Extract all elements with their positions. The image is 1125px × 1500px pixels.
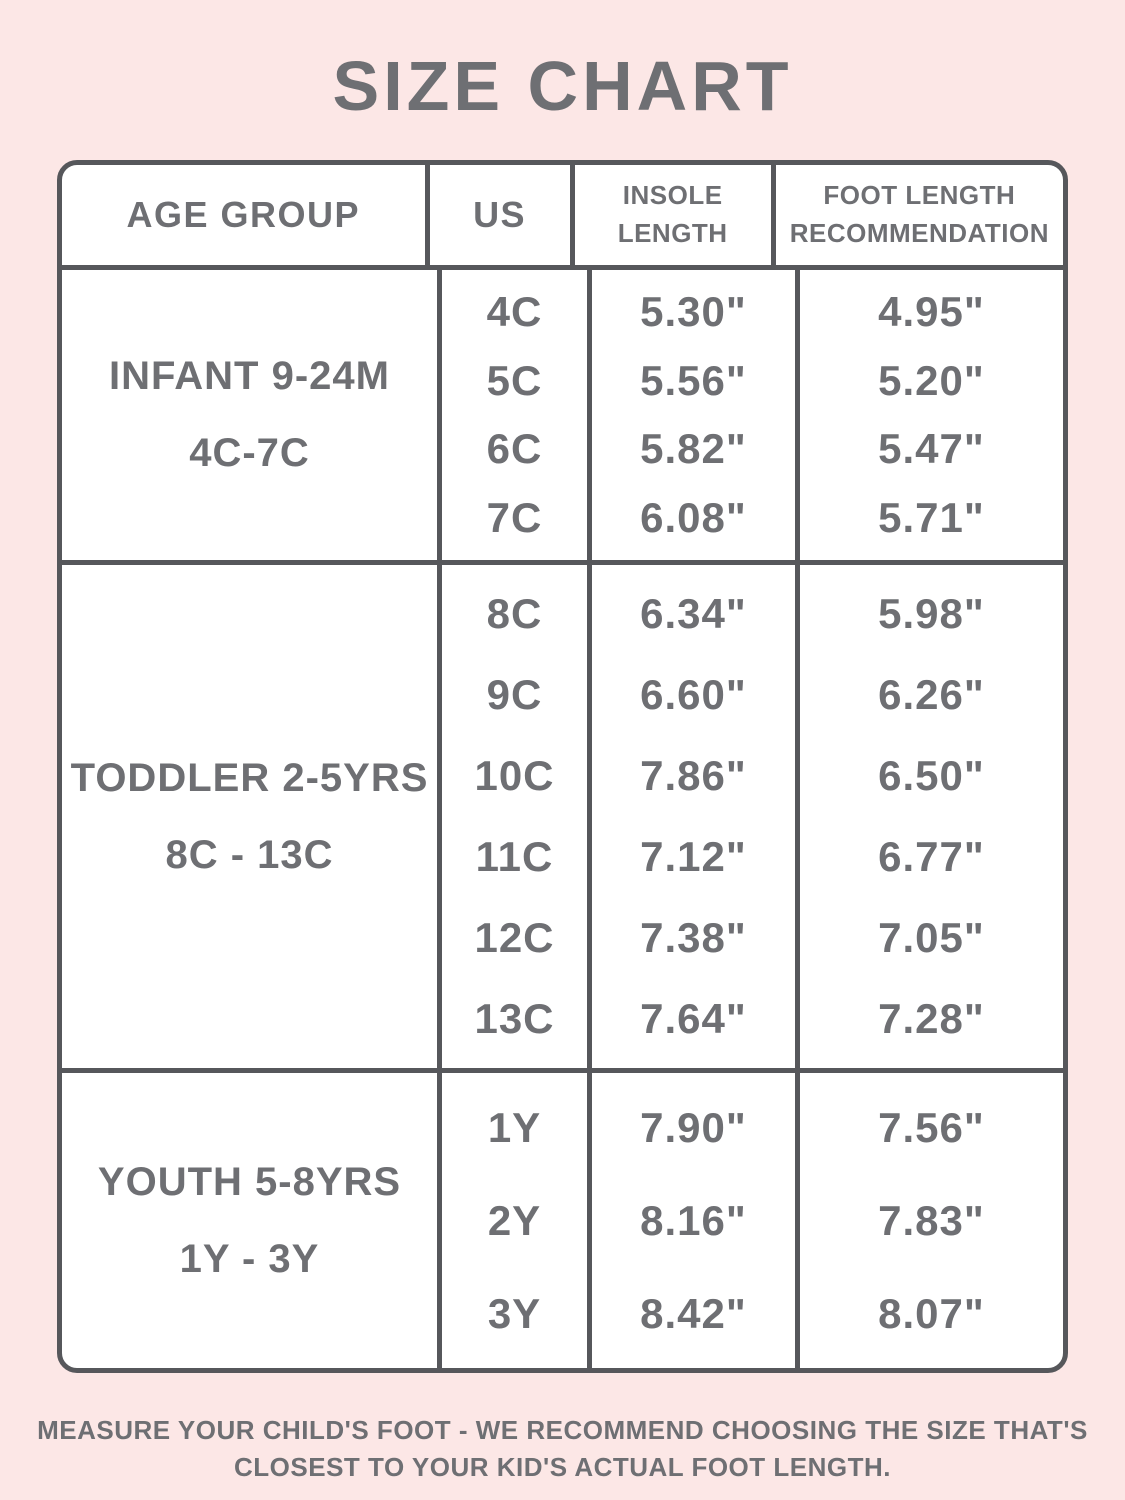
us-size-column: 8C 9C 10C 11C 12C 13C xyxy=(437,565,587,1068)
foot-length-value: 6.77" xyxy=(878,833,985,881)
age-group-cell-infant: INFANT 9-24M 4C-7C xyxy=(62,270,437,560)
us-size-value: 2Y xyxy=(487,1196,542,1244)
table-header-row: AGE GROUP US INSOLE LENGTH FOOT LENGTH R… xyxy=(62,165,1063,265)
us-size-value: 6C xyxy=(486,425,543,473)
age-group-label: YOUTH 5-8YRS xyxy=(97,1159,402,1204)
us-size-value: 10C xyxy=(474,751,555,799)
insole-length-column: 7.90" 8.16" 8.42" xyxy=(587,1073,795,1368)
foot-length-value: 8.07" xyxy=(878,1289,985,1337)
foot-length-value: 7.05" xyxy=(878,914,985,962)
us-size-value: 5C xyxy=(486,356,543,404)
age-group-label: TODDLER 2-5YRS xyxy=(70,755,429,800)
age-group-size-range: 1Y - 3Y xyxy=(179,1236,320,1281)
foot-length-value: 7.28" xyxy=(878,995,985,1043)
insole-length-value: 7.64" xyxy=(640,995,747,1043)
us-size-value: 11C xyxy=(475,833,554,881)
insole-length-value: 6.60" xyxy=(640,670,747,718)
insole-length-value: 7.12" xyxy=(640,833,747,881)
us-size-value: 4C xyxy=(486,288,543,336)
header-cell-foot-length-recommendation: FOOT LENGTH RECOMMENDATION xyxy=(770,165,1063,265)
page-title: SIZE CHART xyxy=(332,47,793,125)
header-cell-us: US xyxy=(424,165,570,265)
foot-length-value: 5.47" xyxy=(878,425,985,473)
us-size-value: 1Y xyxy=(487,1103,542,1151)
measurement-note-line1: MEASURE YOUR CHILD'S FOOT - WE RECOMMEND… xyxy=(37,1415,1088,1445)
us-size-column: 1Y 2Y 3Y xyxy=(437,1073,587,1368)
us-size-value: 12C xyxy=(474,914,555,962)
insole-length-column: 5.30" 5.56" 5.82" 6.08" xyxy=(587,270,795,560)
insole-length-value: 6.08" xyxy=(640,493,747,541)
size-chart-table: AGE GROUP US INSOLE LENGTH FOOT LENGTH R… xyxy=(57,160,1068,1373)
insole-length-value: 8.42" xyxy=(640,1289,747,1337)
measurement-note-line2: CLOSEST TO YOUR KID'S ACTUAL FOOT LENGTH… xyxy=(234,1452,891,1482)
foot-length-value: 5.98" xyxy=(878,589,985,637)
insole-length-value: 8.16" xyxy=(640,1196,747,1244)
header-cell-age-group: AGE GROUP xyxy=(126,194,361,235)
foot-length-value: 7.83" xyxy=(878,1196,985,1244)
age-group-size-range: 8C - 13C xyxy=(165,832,334,877)
insole-length-value: 7.38" xyxy=(640,914,747,962)
insole-length-value: 5.30" xyxy=(640,288,747,336)
table-section-toddler: TODDLER 2-5YRS 8C - 13C 8C 9C 10C 11C 12… xyxy=(62,560,1063,1068)
measurement-note: MEASURE YOUR CHILD'S FOOT - WE RECOMMEND… xyxy=(0,1412,1125,1486)
foot-length-value: 4.95" xyxy=(878,288,985,336)
foot-length-column: 7.56" 7.83" 8.07" xyxy=(795,1073,1063,1368)
insole-length-value: 5.82" xyxy=(640,425,747,473)
insole-length-value: 7.90" xyxy=(640,1103,747,1151)
foot-length-column: 5.98" 6.26" 6.50" 6.77" 7.05" 7.28" xyxy=(795,565,1063,1068)
insole-length-value: 6.34" xyxy=(640,589,747,637)
foot-length-column: 4.95" 5.20" 5.47" 5.71" xyxy=(795,270,1063,560)
insole-length-column: 6.34" 6.60" 7.86" 7.12" 7.38" 7.64" xyxy=(587,565,795,1068)
foot-length-value: 6.50" xyxy=(878,751,985,799)
foot-length-value: 5.20" xyxy=(878,356,985,404)
us-size-value: 8C xyxy=(486,589,543,637)
age-group-size-range: 4C-7C xyxy=(189,431,310,475)
age-group-label: INFANT 9-24M xyxy=(109,354,390,398)
us-size-value: 3Y xyxy=(487,1289,542,1337)
insole-length-value: 7.86" xyxy=(640,751,747,799)
us-size-column: 4C 5C 6C 7C xyxy=(437,270,587,560)
header-cell-insole-length: INSOLE LENGTH xyxy=(569,165,771,265)
insole-length-value: 5.56" xyxy=(640,356,747,404)
table-section-youth: YOUTH 5-8YRS 1Y - 3Y 1Y 2Y 3Y 7.90" 8.16… xyxy=(62,1068,1063,1368)
foot-length-value: 5.71" xyxy=(878,493,985,541)
table-section-infant: INFANT 9-24M 4C-7C 4C 5C 6C 7C 5.30" 5.5… xyxy=(62,265,1063,560)
age-group-cell-youth: YOUTH 5-8YRS 1Y - 3Y xyxy=(62,1073,437,1368)
foot-length-value: 6.26" xyxy=(878,670,985,718)
us-size-value: 13C xyxy=(474,995,555,1043)
age-group-cell-toddler: TODDLER 2-5YRS 8C - 13C xyxy=(62,565,437,1068)
foot-length-value: 7.56" xyxy=(878,1103,985,1151)
us-size-value: 9C xyxy=(486,670,543,718)
us-size-value: 7C xyxy=(486,493,543,541)
